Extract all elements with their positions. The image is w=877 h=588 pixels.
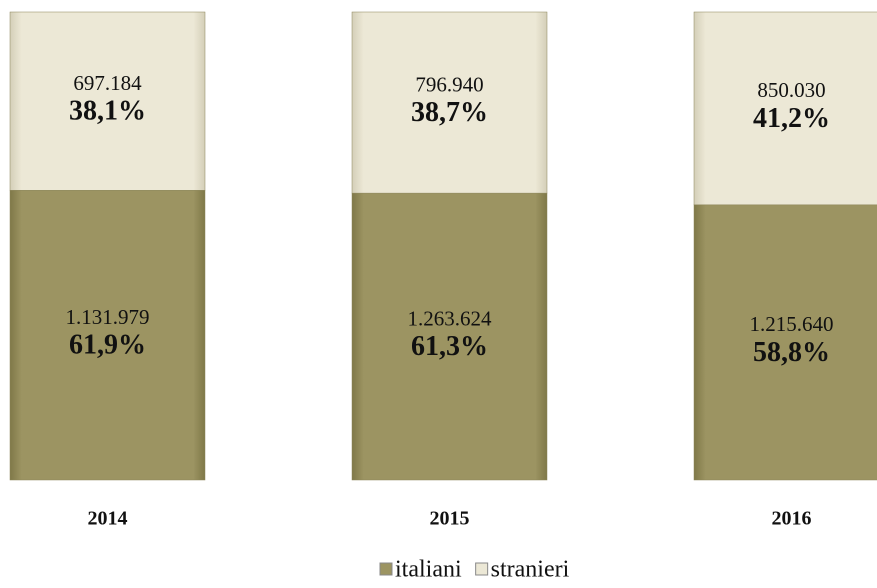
bar-segment — [9, 11, 206, 191]
count-label: 1.131.979 — [66, 305, 150, 329]
percent-label: 41,2% — [753, 103, 830, 134]
percent-label: 58,8% — [753, 337, 830, 368]
bar-segment — [693, 11, 877, 206]
bar-segment — [693, 204, 877, 481]
x-tick-label: 2014 — [88, 508, 128, 530]
percent-label: 61,9% — [69, 330, 146, 361]
legend-swatch — [475, 562, 489, 576]
legend-swatch — [379, 562, 393, 576]
bar-segment — [351, 11, 548, 194]
count-label: 850.030 — [757, 78, 825, 102]
percent-label: 38,7% — [411, 97, 488, 128]
count-label: 697.184 — [73, 71, 142, 95]
count-label: 796.940 — [415, 72, 483, 96]
count-label: 1.263.624 — [408, 306, 493, 330]
count-label: 1.215.640 — [750, 312, 834, 336]
legend-label: stranieri — [491, 557, 570, 583]
bar-segment — [9, 190, 206, 481]
x-tick-label: 2016 — [772, 508, 812, 530]
percent-label: 38,1% — [69, 96, 146, 127]
percent-label: 61,3% — [411, 331, 488, 362]
x-tick-label: 2015 — [430, 508, 470, 530]
legend-label: italiani — [395, 557, 462, 583]
